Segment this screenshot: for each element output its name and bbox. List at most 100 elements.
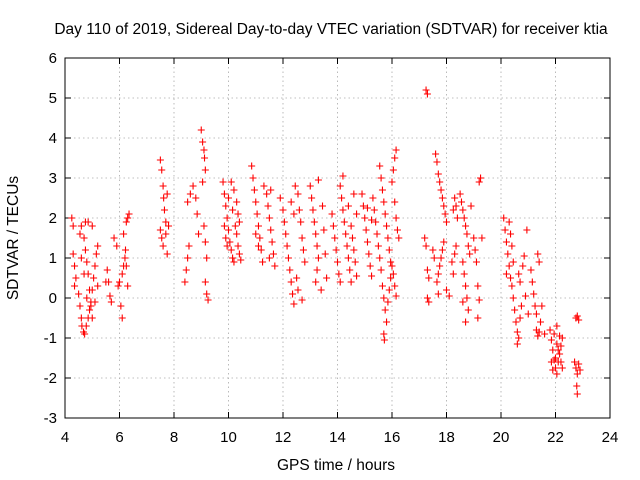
data-point [346,266,354,274]
data-point [336,182,344,190]
data-point [201,166,209,174]
data-point [264,202,272,210]
data-point [200,146,208,154]
data-point [298,234,306,242]
x-axis-label: GPS time / hours [277,457,395,474]
y-tick-label: 2 [49,210,57,227]
data-point [381,306,389,314]
data-point [88,222,96,230]
x-tick-label: 12 [275,429,292,446]
data-point [422,86,430,94]
data-point [441,210,449,218]
data-point [124,214,132,222]
data-point [391,154,399,162]
data-point [388,178,396,186]
data-point [289,290,297,298]
data-point [516,314,524,322]
data-point [203,254,211,262]
data-point [283,242,291,250]
data-point [344,254,352,262]
data-point [433,278,441,286]
data-point [158,234,166,242]
data-point [432,150,440,158]
data-point [222,202,230,210]
y-tick-label: 5 [49,90,57,107]
x-tick-label: 20 [493,429,510,446]
data-point [387,258,395,266]
data-point [434,290,442,298]
data-point [549,366,557,374]
data-point [310,218,318,226]
data-point [230,258,238,266]
data-point [234,210,242,218]
data-point [106,292,114,300]
data-point [363,238,371,246]
data-point [331,234,339,242]
data-point [181,278,189,286]
data-point [268,238,276,246]
data-point [81,330,89,338]
data-point [572,364,580,372]
data-point [160,206,168,214]
data-point [203,290,211,298]
data-point [92,250,100,258]
data-point [467,202,475,210]
data-point [475,178,483,186]
data-point [192,194,200,202]
data-point [199,178,207,186]
data-point [460,214,468,222]
data-point [513,340,521,348]
data-point [573,312,581,320]
data-point [329,222,337,230]
data-point [459,206,467,214]
data-point [269,250,277,258]
data-point [460,270,468,278]
data-point [363,204,371,212]
data-point [541,330,549,338]
data-point [553,322,561,330]
data-point [437,254,445,262]
x-tick-label: 14 [329,429,346,446]
data-point [463,230,471,238]
data-point [75,290,83,298]
data-point [448,258,456,266]
data-point [87,302,95,310]
data-point [392,214,400,222]
data-point [294,190,302,198]
data-point [472,258,480,266]
y-tick-label: -2 [44,370,57,387]
data-point [110,234,118,242]
data-point [237,256,245,264]
grid-lines [65,58,610,418]
data-point [478,234,486,242]
data-point [440,238,448,246]
data-point [182,266,190,274]
x-tick-label: 8 [170,429,178,446]
data-point [546,326,554,334]
data-point [121,254,129,262]
data-point [77,222,85,230]
data-point [451,194,459,202]
data-point [90,274,98,282]
data-point [553,340,561,348]
data-point [530,290,538,298]
data-point [248,162,256,170]
data-point [293,274,301,282]
data-point [250,186,258,194]
data-point [527,266,535,274]
data-point [425,298,433,306]
data-point [299,246,307,254]
data-point [534,332,542,340]
data-point [220,190,228,198]
data-point [77,314,85,322]
data-point [265,214,273,222]
data-point [508,242,516,250]
data-point [234,242,242,250]
x-tick-label: 24 [602,429,619,446]
data-point [291,182,299,190]
data-point [294,286,302,294]
data-point [573,390,581,398]
data-point [71,282,79,290]
data-point [378,186,386,194]
